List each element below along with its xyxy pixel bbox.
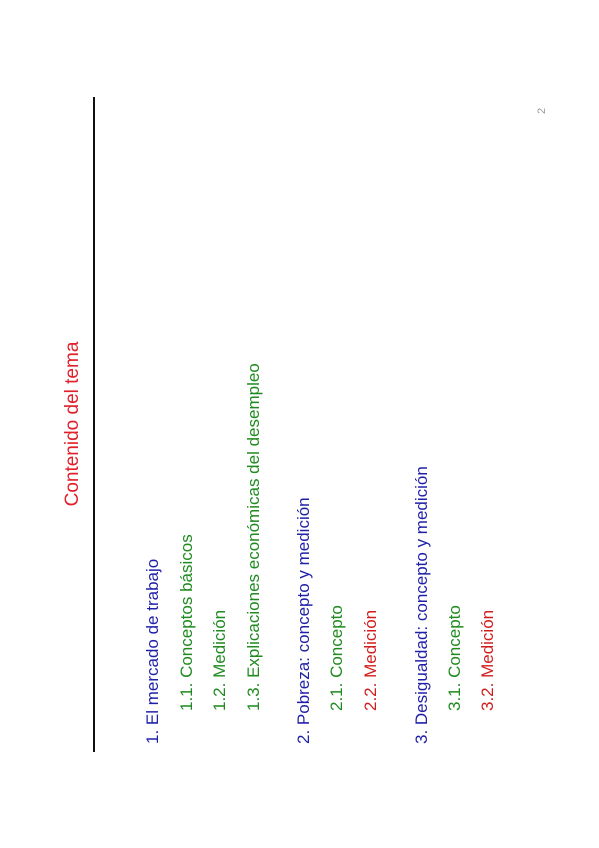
title-divider — [93, 97, 95, 752]
toc-item-2-1: 2.1. Concepto — [327, 605, 346, 711]
toc-item-3-2: 3.2. Medición — [478, 609, 497, 711]
toc-section-1: 1. El mercado de trabajo — [143, 558, 162, 744]
toc-item-1-2: 1.2. Medición — [210, 609, 229, 711]
toc-item-3-1: 3.1. Concepto — [445, 605, 464, 711]
toc-item-1-3: 1.3. Explicaciones económicas del desemp… — [244, 363, 263, 711]
toc-section-3: 3. Desigualdad: concepto y medición — [412, 466, 431, 744]
page-number: 2 — [536, 107, 548, 114]
toc-item-2-2: 2.2. Medición — [361, 609, 380, 711]
page-title: Contenido del tema — [62, 341, 83, 507]
toc-section-2: 2. Pobreza: concepto y medición — [294, 497, 313, 744]
toc-item-1-1: 1.1. Conceptos básicos — [177, 534, 196, 711]
